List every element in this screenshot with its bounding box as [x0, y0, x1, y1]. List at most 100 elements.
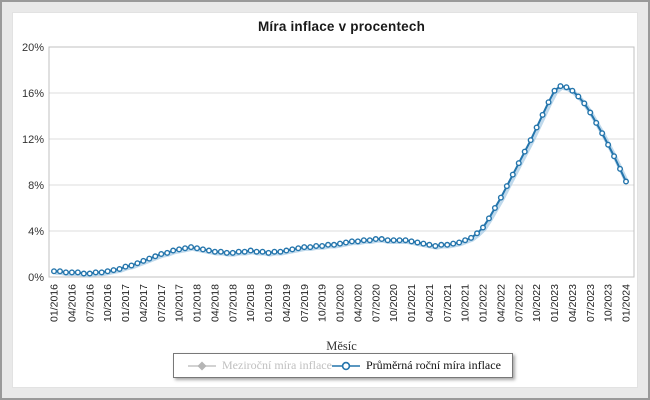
data-point-marker: [396, 237, 403, 244]
data-point-marker: [271, 248, 278, 255]
data-point-marker: [515, 160, 522, 167]
data-point-marker: [366, 237, 373, 244]
data-point-marker: [170, 247, 177, 254]
x-tick-label: 07/2022: [513, 284, 525, 322]
data-point-marker: [307, 244, 314, 251]
data-point-marker: [325, 241, 332, 248]
data-point-marker: [456, 239, 463, 246]
x-tick-label: 10/2017: [174, 284, 186, 322]
data-point-marker: [611, 153, 618, 160]
data-point-marker: [223, 249, 230, 256]
legend-item-prumerna-rocni-mira-inflace[interactable]: Průměrná roční míra inflace: [331, 358, 501, 373]
legend-box: Meziroční míra inflace Průměrná roční mí…: [173, 353, 513, 378]
x-tick-label: 07/2021: [442, 284, 454, 322]
data-point-marker: [617, 165, 624, 172]
y-tick-label: 12%: [22, 134, 44, 146]
data-point-marker: [485, 215, 492, 222]
x-tick-label: 04/2018: [209, 284, 221, 322]
x-tick-label: 07/2017: [156, 284, 168, 322]
legend-label-visible-series: Průměrná roční míra inflace: [365, 358, 501, 372]
data-point-marker: [545, 99, 552, 106]
data-point-marker: [241, 248, 248, 255]
data-point-marker: [259, 248, 266, 255]
y-tick-label: 16%: [22, 88, 44, 100]
data-point-marker: [110, 267, 117, 274]
data-point-marker: [134, 260, 141, 267]
data-point-marker: [92, 269, 99, 276]
data-point-marker: [211, 248, 218, 255]
x-tick-label: 10/2023: [603, 284, 615, 322]
data-point-marker: [491, 204, 498, 211]
diamond-marker-icon: [188, 361, 216, 370]
data-point-marker: [146, 255, 153, 262]
data-point-marker: [116, 265, 123, 272]
data-point-marker: [450, 240, 457, 247]
data-point-marker: [188, 244, 195, 251]
x-tick-label: 10/2019: [317, 284, 329, 322]
data-point-marker: [360, 237, 367, 244]
data-point-marker: [509, 171, 516, 178]
data-point-marker: [342, 239, 349, 246]
plot-area: 0% 4% 8% 12% 16% 20% 01/2016 04/2016 07/2016 10/2…: [22, 42, 635, 322]
data-point-marker: [521, 148, 528, 155]
data-point-marker: [98, 269, 105, 276]
x-tick-label: 07/2018: [227, 284, 239, 322]
data-point-marker: [313, 242, 320, 249]
chart-title: Míra inflace v procentech: [257, 19, 426, 34]
data-point-marker: [56, 268, 63, 275]
data-point-marker: [402, 237, 409, 244]
data-point-marker: [539, 111, 546, 118]
y-tick-label: 0%: [28, 272, 44, 284]
data-point-marker: [104, 268, 111, 275]
y-tick-label: 20%: [22, 42, 44, 54]
data-point-marker: [277, 248, 284, 255]
y-tick-label: 4%: [28, 226, 44, 238]
data-point-marker: [569, 87, 576, 94]
data-point-marker: [68, 269, 75, 276]
data-point-marker: [563, 84, 570, 91]
x-tick-label: 07/2016: [84, 284, 96, 322]
x-tick-label: 01/2024: [621, 284, 633, 322]
data-point-marker: [122, 263, 129, 270]
x-tick-label: 10/2016: [102, 284, 114, 322]
data-point-marker: [319, 242, 326, 249]
data-point-marker: [503, 183, 510, 190]
x-tick-label: 04/2021: [424, 284, 436, 322]
data-point-marker: [474, 230, 481, 237]
legend-item-mezirocni-mira-inflace[interactable]: Meziroční míra inflace: [188, 358, 332, 373]
x-tick-label: 07/2023: [585, 284, 597, 322]
series-markers: [51, 83, 630, 277]
x-tick-label: 04/2017: [138, 284, 150, 322]
x-tick-label: 07/2019: [299, 284, 311, 322]
data-point-marker: [205, 247, 212, 254]
data-point-marker: [86, 270, 93, 277]
data-point-marker: [623, 178, 630, 185]
data-point-marker: [217, 248, 224, 255]
data-point-marker: [158, 250, 165, 257]
x-tick-label: 01/2020: [335, 284, 347, 322]
data-point-marker: [599, 130, 606, 137]
y-tick-label: 8%: [28, 180, 44, 192]
data-point-marker: [533, 124, 540, 131]
data-point-marker: [587, 109, 594, 116]
data-point-marker: [438, 241, 445, 248]
data-point-marker: [354, 238, 361, 245]
x-tick-label: 01/2019: [263, 284, 275, 322]
data-point-marker: [176, 246, 183, 253]
data-point-marker: [468, 234, 475, 241]
x-tick-label: 04/2019: [281, 284, 293, 322]
data-point-marker: [444, 241, 451, 248]
data-point-marker: [348, 238, 355, 245]
data-point-marker: [182, 245, 189, 252]
data-point-marker: [480, 224, 487, 231]
data-point-marker: [337, 240, 344, 247]
data-point-marker: [140, 257, 147, 264]
chart-card: Míra inflace v procentech 0% 4% 8% 12% 16% 20…: [12, 12, 638, 388]
data-point-marker: [575, 93, 582, 100]
data-point-marker: [331, 241, 338, 248]
data-point-marker: [372, 236, 379, 243]
x-tick-label: 01/2017: [120, 284, 132, 322]
data-point-marker: [426, 241, 433, 248]
data-point-marker: [432, 242, 439, 249]
